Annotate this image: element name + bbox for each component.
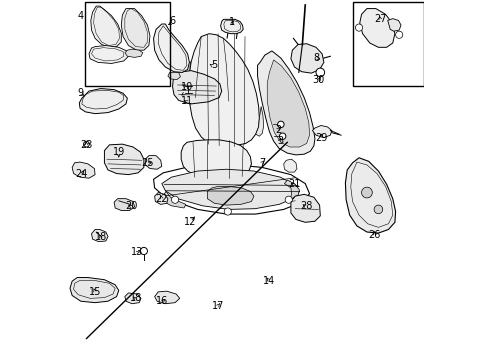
Polygon shape (207, 186, 254, 205)
Polygon shape (291, 194, 320, 222)
Text: 30: 30 (313, 75, 325, 85)
Polygon shape (104, 144, 144, 175)
Polygon shape (388, 19, 401, 31)
Text: 12: 12 (184, 217, 196, 227)
Text: 15: 15 (89, 287, 101, 297)
Polygon shape (284, 159, 297, 172)
Circle shape (140, 247, 147, 255)
Polygon shape (79, 89, 127, 114)
Text: 10: 10 (181, 82, 193, 93)
Polygon shape (146, 156, 162, 169)
Polygon shape (291, 44, 324, 73)
Polygon shape (122, 9, 150, 50)
Circle shape (362, 187, 372, 198)
Polygon shape (89, 45, 128, 63)
Polygon shape (125, 293, 141, 304)
Polygon shape (345, 158, 395, 233)
Text: 6: 6 (170, 17, 175, 27)
Polygon shape (258, 51, 315, 155)
Polygon shape (168, 72, 180, 80)
Polygon shape (256, 107, 264, 136)
Text: 11: 11 (181, 96, 193, 106)
Text: 9: 9 (78, 88, 84, 98)
Circle shape (316, 68, 324, 77)
Polygon shape (285, 180, 299, 200)
Polygon shape (153, 24, 190, 72)
Text: 23: 23 (80, 140, 93, 150)
Circle shape (84, 141, 89, 147)
Text: 19: 19 (113, 147, 125, 157)
Text: 3: 3 (277, 136, 283, 145)
Polygon shape (267, 60, 310, 147)
Text: 16: 16 (156, 296, 168, 306)
Polygon shape (360, 9, 395, 47)
Text: 26: 26 (368, 230, 381, 239)
Text: 8: 8 (314, 53, 320, 63)
Polygon shape (125, 49, 143, 57)
Polygon shape (189, 34, 259, 146)
Circle shape (285, 196, 293, 203)
Text: 14: 14 (263, 276, 275, 286)
Polygon shape (114, 199, 135, 211)
Polygon shape (155, 193, 168, 204)
Text: 27: 27 (374, 14, 387, 24)
Text: 22: 22 (155, 194, 168, 204)
Polygon shape (70, 278, 119, 303)
Circle shape (224, 208, 231, 215)
Text: 28: 28 (300, 201, 313, 211)
Polygon shape (181, 140, 251, 178)
Polygon shape (220, 19, 243, 34)
Text: 2: 2 (275, 125, 281, 135)
Bar (85, 3, 171, 86)
Polygon shape (92, 229, 108, 242)
Text: 20: 20 (125, 201, 137, 211)
Text: 29: 29 (315, 133, 327, 143)
Circle shape (279, 133, 286, 139)
Text: 17: 17 (212, 301, 224, 311)
Polygon shape (172, 71, 221, 104)
Text: 1: 1 (229, 17, 236, 27)
Polygon shape (184, 62, 191, 102)
Text: 24: 24 (75, 168, 88, 179)
Circle shape (374, 205, 383, 214)
Text: 18: 18 (129, 293, 142, 303)
Circle shape (172, 196, 179, 203)
Circle shape (395, 31, 403, 39)
Text: 18: 18 (95, 232, 107, 242)
Text: 25: 25 (141, 158, 154, 168)
Polygon shape (155, 291, 180, 304)
Polygon shape (313, 126, 332, 138)
Text: 4: 4 (78, 11, 84, 21)
Polygon shape (91, 6, 122, 47)
Circle shape (278, 121, 284, 128)
Polygon shape (162, 169, 299, 210)
Text: 5: 5 (211, 60, 218, 70)
Circle shape (355, 24, 363, 31)
Text: 7: 7 (259, 158, 266, 168)
Polygon shape (72, 162, 95, 178)
Bar (353, 3, 423, 86)
Polygon shape (163, 192, 186, 208)
Text: 21: 21 (288, 179, 301, 189)
Text: 13: 13 (131, 247, 144, 257)
